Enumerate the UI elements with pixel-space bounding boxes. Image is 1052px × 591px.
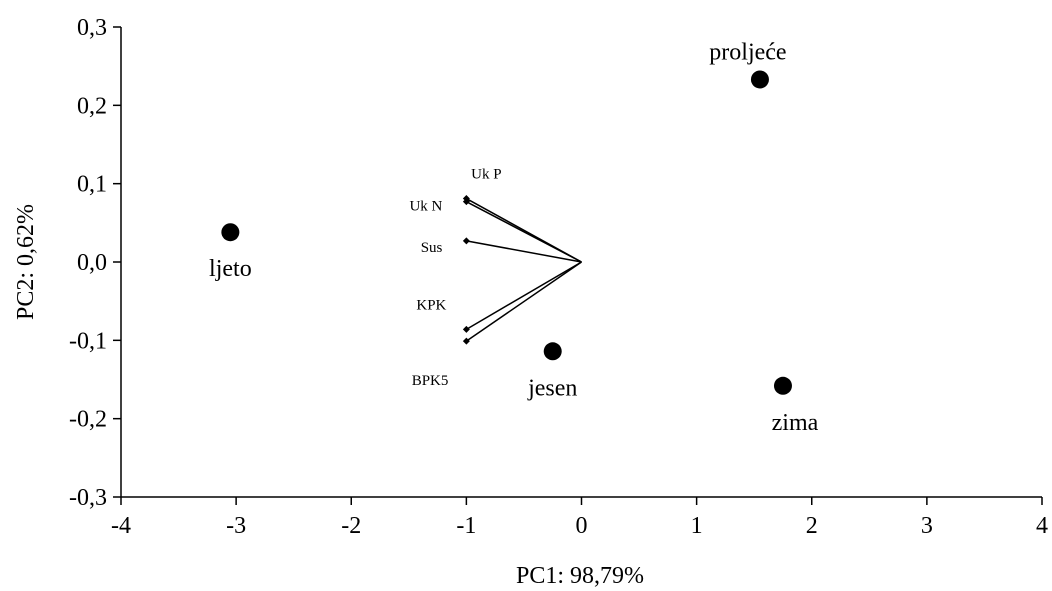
- y-tick-label: 0,2: [77, 93, 107, 119]
- x-tick-label: -1: [456, 513, 476, 539]
- data-point: [543, 342, 562, 361]
- x-tick-label: 0: [576, 513, 588, 539]
- y-tick-label: 0,3: [77, 15, 107, 41]
- vector-line: [465, 261, 582, 331]
- x-axis-title: PC1: 98,79%: [516, 563, 644, 589]
- vector-line: [466, 240, 582, 263]
- point-label: zima: [772, 410, 819, 436]
- x-tick-label: -4: [111, 513, 131, 539]
- y-tick-label: -0,3: [69, 485, 107, 511]
- data-point: [773, 376, 792, 395]
- point-label: ljeto: [209, 256, 252, 282]
- x-tick-label: 4: [1036, 513, 1048, 539]
- vector-marker: [462, 237, 470, 245]
- vector-line: [465, 261, 582, 342]
- vector-marker: [462, 198, 470, 206]
- point-label: jesen: [527, 375, 577, 401]
- x-ticks: -4 -3 -2 -1 0 1 2 3 4: [111, 497, 1048, 539]
- y-tick-label: 0,1: [77, 172, 107, 198]
- y-tick-label: -0,2: [69, 407, 107, 433]
- data-point: [221, 223, 240, 242]
- x-tick-label: -2: [341, 513, 361, 539]
- vector-marker: [462, 337, 470, 345]
- vector-label: Uk P: [471, 167, 501, 183]
- y-axis-title: PC2: 0,62%: [13, 204, 39, 320]
- y-tick-label: -0,1: [69, 328, 107, 354]
- y-ticks: -0,3 -0,2 -0,1 0,0 0,1 0,2 0,3: [69, 15, 121, 511]
- x-tick-label: 2: [806, 513, 818, 539]
- x-tick-label: -3: [226, 513, 246, 539]
- y-tick-label: 0,0: [77, 250, 107, 276]
- vector-label: BPK5: [412, 373, 449, 389]
- vector-marker: [462, 325, 470, 333]
- data-point: [750, 70, 769, 89]
- vector-label: Sus: [421, 240, 443, 256]
- score-points: proljeće ljeto jesen zima: [209, 39, 819, 435]
- vector-label: KPK: [416, 297, 446, 313]
- vector-line: [466, 201, 582, 263]
- loading-vectors: Uk P Uk N Sus KPK BPK5: [409, 167, 582, 389]
- point-label: proljeće: [709, 39, 786, 65]
- x-tick-label: 1: [691, 513, 703, 539]
- vector-label: Uk N: [409, 199, 442, 215]
- x-tick-label: 3: [921, 513, 933, 539]
